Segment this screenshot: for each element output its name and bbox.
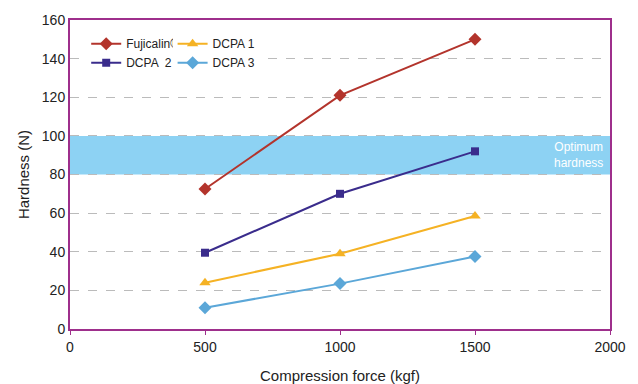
svg-text:1500: 1500 — [459, 339, 490, 355]
svg-text:1000: 1000 — [324, 339, 355, 355]
svg-text:Optimumhardness: Optimumhardness — [554, 140, 603, 170]
svg-text:140: 140 — [42, 51, 66, 67]
svg-text:Compression force (kgf): Compression force (kgf) — [260, 367, 420, 384]
svg-text:Fujicalin®: Fujicalin® — [126, 37, 179, 51]
svg-text:500: 500 — [193, 339, 217, 355]
svg-text:60: 60 — [50, 205, 66, 221]
svg-text:120: 120 — [42, 89, 66, 105]
svg-text:160: 160 — [42, 12, 66, 28]
svg-text:DCPA 1: DCPA 1 — [213, 37, 255, 51]
svg-text:100: 100 — [42, 128, 66, 144]
svg-text:2000: 2000 — [594, 339, 625, 355]
svg-text:80: 80 — [50, 166, 66, 182]
svg-text:40: 40 — [50, 244, 66, 260]
svg-text:20: 20 — [50, 282, 66, 298]
svg-text:DCPA 2: DCPA 2 — [126, 56, 171, 70]
svg-text:Hardness (N): Hardness (N) — [15, 130, 32, 219]
svg-text:DCPA 3: DCPA 3 — [213, 56, 255, 70]
svg-text:0: 0 — [66, 339, 74, 355]
svg-text:0: 0 — [57, 321, 65, 337]
